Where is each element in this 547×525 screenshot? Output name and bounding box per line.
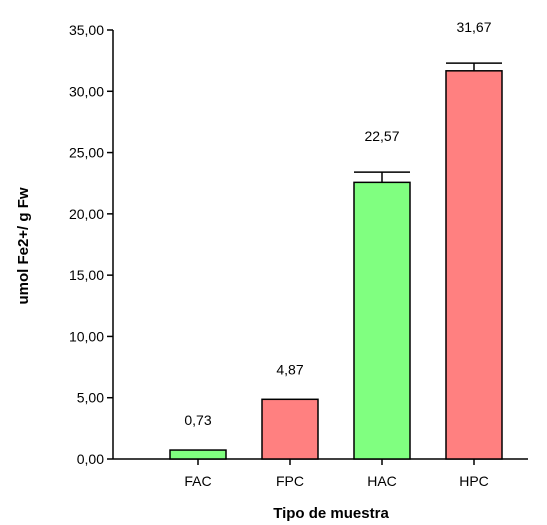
- y-tick-label: 0,00: [77, 451, 104, 467]
- data-label-fpc: 4,87: [276, 361, 303, 377]
- y-tick-label: 10,00: [69, 328, 104, 344]
- error-bars: [354, 62, 502, 183]
- y-tick-label: 15,00: [69, 267, 104, 283]
- y-axis-title: umol Fe2+/ g Fw: [15, 187, 32, 304]
- x-axis-title: Tipo de muestra: [273, 505, 389, 522]
- x-tick-label: HPC: [459, 473, 489, 489]
- data-labels: 0,73 4,87 22,57 31,67: [184, 19, 491, 428]
- x-tick-label: FPC: [276, 473, 304, 489]
- bar-fpc: [261, 398, 319, 460]
- y-axis: 0,00 5,00 10,00 15,00 20,00 25,00 30,00 35,00: [69, 22, 114, 467]
- data-label-hac: 22,57: [364, 128, 399, 144]
- y-tick-label: 5,00: [77, 390, 104, 406]
- data-label-hpc: 31,67: [456, 19, 491, 35]
- y-tick-label: 30,00: [69, 83, 104, 99]
- y-tick-label: 35,00: [69, 22, 104, 38]
- bars: [169, 70, 503, 460]
- x-tick-label: FAC: [184, 473, 211, 489]
- y-tick-label: 25,00: [69, 145, 104, 161]
- data-label-fac: 0,73: [184, 412, 211, 428]
- bar-fac: [169, 449, 227, 460]
- x-tick-label: HAC: [367, 473, 397, 489]
- x-axis: FAC FPC HAC HPC: [113, 458, 528, 489]
- bar-hac: [353, 181, 411, 460]
- bar-hpc: [445, 70, 503, 460]
- y-tick-label: 20,00: [69, 206, 104, 222]
